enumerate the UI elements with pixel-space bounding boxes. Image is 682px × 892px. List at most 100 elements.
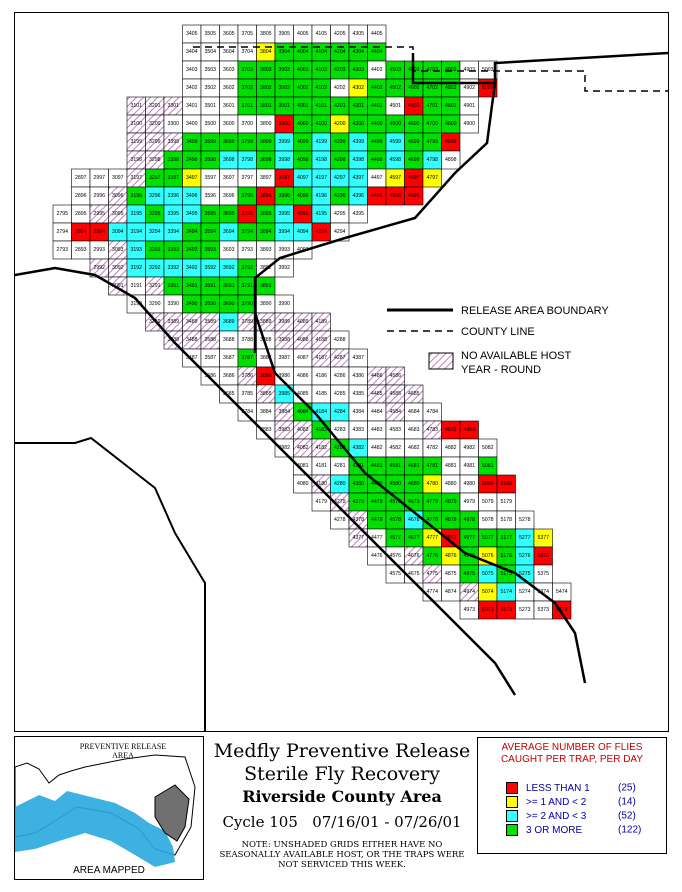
grid-cell-label: 4296 — [334, 193, 346, 199]
grid-cell-label: 4287 — [334, 355, 346, 361]
grid-cell-label: 3401 — [186, 103, 198, 109]
grid-cell-label: 3195 — [130, 211, 142, 217]
swatch-cyan — [506, 810, 518, 822]
grid-cell-label: 3790 — [241, 301, 253, 307]
grid-cell-label: 3795 — [241, 211, 253, 217]
grid-cell-label: 3487 — [186, 355, 198, 361]
grid-cell-label: 3392 — [167, 265, 179, 271]
grid-cell-label: 4679 — [408, 499, 420, 505]
grid-cell-label: 4481 — [371, 463, 383, 469]
county-border-west — [15, 436, 206, 731]
grid-cell-label: 5474 — [556, 589, 568, 595]
grid-cell-label: 5277 — [519, 535, 531, 541]
grid-cell-label: 3596 — [204, 193, 216, 199]
grid-cell-label: 4577 — [389, 535, 401, 541]
grid-cell-label: 2995 — [93, 211, 105, 217]
grid-cell-label: 4782 — [426, 445, 438, 451]
grid-cell-label: 3696 — [223, 193, 235, 199]
grid-cell-label: 4297 — [334, 175, 346, 181]
grid-cell-label: 4578 — [389, 517, 401, 523]
grid-cell-label: 3786 — [241, 373, 253, 379]
grid-cell-label: 4198 — [315, 157, 327, 163]
grid-cell-label: 3394 — [167, 229, 179, 235]
grid-cell-label: 4305 — [352, 31, 364, 37]
grid-cell-label: 5075 — [482, 571, 494, 577]
grid-cell-label: 4596 — [389, 193, 401, 199]
legend-item-count: (14) — [618, 796, 636, 808]
grid-cell-label: 4002 — [297, 85, 309, 91]
grid-cell-label: 3094 — [112, 229, 124, 235]
grid-cell-label: 3893 — [260, 247, 272, 253]
grid-cell-label: 4576 — [389, 553, 401, 559]
grid-cell-label: 3694 — [223, 229, 235, 235]
grid-cell-label: 4699 — [408, 139, 420, 145]
grid-cell-label: 5179 — [500, 499, 512, 505]
inset-label-bottom: AREA MAPPED — [73, 865, 145, 876]
grid-cell-label: 4280 — [334, 481, 346, 487]
grid-cell-label: 3395 — [167, 211, 179, 217]
legend-item-count: (122) — [618, 824, 642, 836]
grid-cell-label: 5377 — [537, 535, 549, 541]
grid-cell-label: 3495 — [186, 211, 198, 217]
grid-cell-label: 4880 — [445, 481, 457, 487]
fly-legend-title-1: AVERAGE NUMBER OF FLIES — [501, 742, 643, 753]
grid-cell-label: 3597 — [204, 175, 216, 181]
grid-cell-label: 4403 — [371, 67, 383, 73]
grid-cell-label: 3885 — [260, 391, 272, 397]
grid-cell-label: 3095 — [112, 211, 124, 217]
grid-cell-label: 5002 — [482, 85, 494, 91]
grid-cell-label: 3389 — [167, 319, 179, 325]
grid-cell-label: 3691 — [223, 283, 235, 289]
grid-cell-label: 3492 — [186, 265, 198, 271]
grid-cell-label: 3591 — [204, 283, 216, 289]
swatch-red — [506, 782, 518, 794]
grid-cell — [459, 114, 479, 134]
grid-cell-label: 5175 — [500, 571, 512, 577]
grid-cell-label: 4579 — [389, 499, 401, 505]
grid-cell-label: 4503 — [389, 67, 401, 73]
grid-cell-label: 3194 — [130, 229, 142, 235]
grid-cell-label: 3791 — [241, 283, 253, 289]
grid-cell-label: 3598 — [204, 157, 216, 163]
legend-item: >= 2 AND < 3 (52) — [506, 810, 636, 822]
grid-cell-label: 3700 — [241, 121, 253, 127]
grid-cell-label: 3600 — [223, 121, 235, 127]
grid-cell-label: 4975 — [463, 571, 475, 577]
grid-cell-label: 3699 — [223, 139, 235, 145]
grid-cell-label: 4883 — [445, 427, 457, 433]
grid-cell-label: 4702 — [426, 85, 438, 91]
grid-cell-label: 4402 — [371, 85, 383, 91]
grid-cell-label: 4181 — [315, 463, 327, 469]
grid-cell-label: 4202 — [334, 85, 346, 91]
grid-cell-label: 3984 — [278, 409, 290, 415]
title-line-3: Riverside County Area — [242, 787, 442, 806]
grid-cell-label: 3800 — [260, 121, 272, 127]
grid-cell-label: 4295 — [334, 211, 346, 217]
grid-cell-label: 4103 — [315, 67, 327, 73]
grid-cell-label: 3992 — [278, 265, 290, 271]
grid-cell-label: 4582 — [389, 445, 401, 451]
grid-cell-label: 2997 — [93, 175, 105, 181]
grid-cell-label: 5473 — [556, 607, 568, 613]
grid-cell-label: 3904 — [278, 49, 290, 55]
grid-cell-label: 4583 — [389, 427, 401, 433]
grid-cell-label: 4774 — [426, 589, 438, 595]
grid-cell-label: 3801 — [260, 103, 272, 109]
inset-label-top: PREVENTIVE RELEASE — [80, 742, 167, 751]
grid-cell-label: 3502 — [204, 85, 216, 91]
grid-cell-label: 4398 — [352, 157, 364, 163]
grid-cell-label: 3093 — [112, 247, 124, 253]
legend-item-count: (52) — [618, 810, 636, 822]
grid-cell-label: 3200 — [149, 121, 161, 127]
grid-cell-label: 3196 — [130, 193, 142, 199]
grid-cell-label: 3198 — [130, 157, 142, 163]
grid-cell-label: 3704 — [241, 49, 253, 55]
grid-cell-label: 4678 — [408, 517, 420, 523]
grid-cell-label: 4099 — [297, 139, 309, 145]
grid-cell-label: 5080 — [482, 481, 494, 487]
grid-cell-label: 3292 — [149, 265, 161, 271]
grid-cell-label: 4080 — [297, 481, 309, 487]
grid-cell-label: 4094 — [297, 229, 309, 235]
grid-cell-label: 2992 — [93, 265, 105, 271]
grid-cell-label: 3883 — [260, 427, 272, 433]
